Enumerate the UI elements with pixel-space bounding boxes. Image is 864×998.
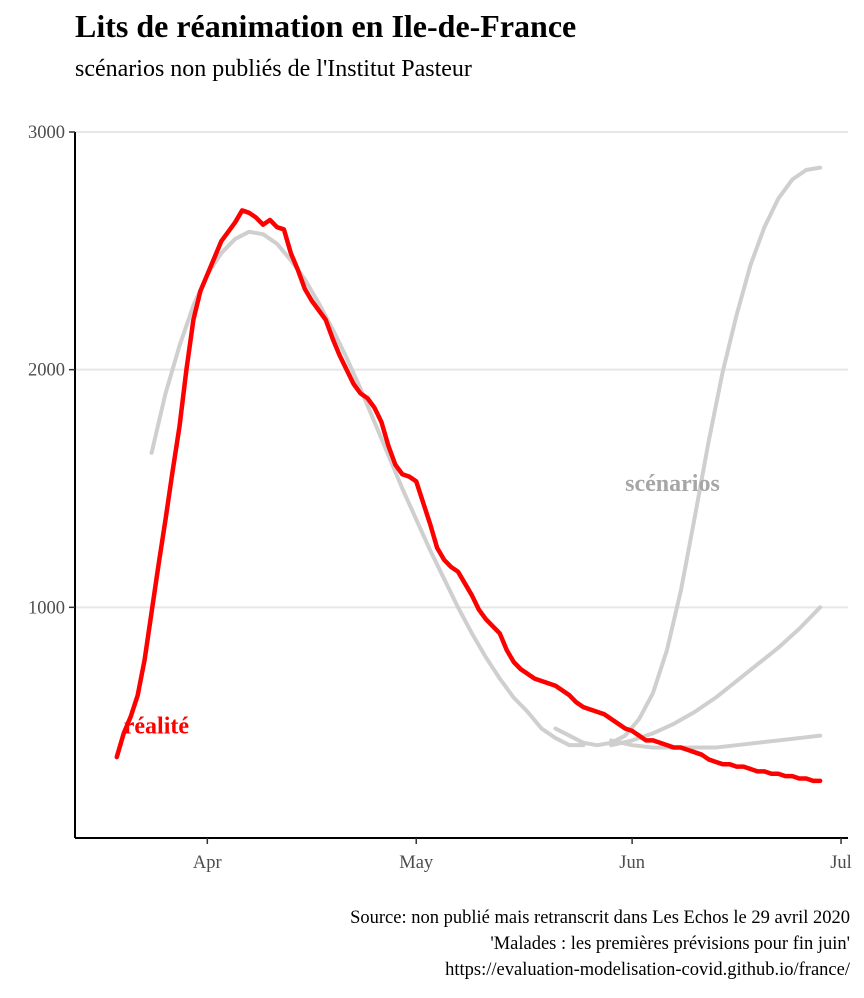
gridlines (75, 131, 848, 609)
x-tick-label: May (399, 853, 434, 873)
caption-line-article: 'Malades : les premières prévisions pour… (490, 934, 850, 954)
chart-subtitle: scénarios non publiés de l'Institut Past… (75, 56, 472, 82)
series-line-scenario (609, 605, 823, 748)
series-layer (114, 165, 823, 784)
series-line-scenario (149, 229, 586, 748)
series-line-realite (114, 208, 823, 784)
axes (74, 132, 848, 839)
ticks: 1000 2000 3000 Apr May Jun Jul (28, 123, 852, 873)
y-tick-label: 3000 (28, 123, 65, 143)
series-line-scenario (553, 165, 823, 748)
x-tick-label: Apr (193, 853, 222, 873)
x-tick-label: Jul (830, 853, 852, 873)
x-tick-label: Jun (619, 853, 645, 873)
caption-line-url: https://evaluation-modelisation-covid.gi… (445, 960, 850, 980)
caption: Source: non publié mais retranscrit dans… (350, 905, 850, 983)
annotations: réalité scénarios (124, 471, 720, 739)
caption-line-source: Source: non publié mais retranscrit dans… (350, 908, 850, 928)
chart-title: Lits de réanimation en Ile-de-France (75, 8, 577, 44)
annotation-realite: réalité (124, 713, 190, 739)
y-tick-label: 2000 (28, 361, 65, 381)
series-line-scenario (609, 733, 823, 750)
y-tick-label: 1000 (28, 598, 65, 618)
annotation-scenarios: scénarios (625, 471, 720, 497)
